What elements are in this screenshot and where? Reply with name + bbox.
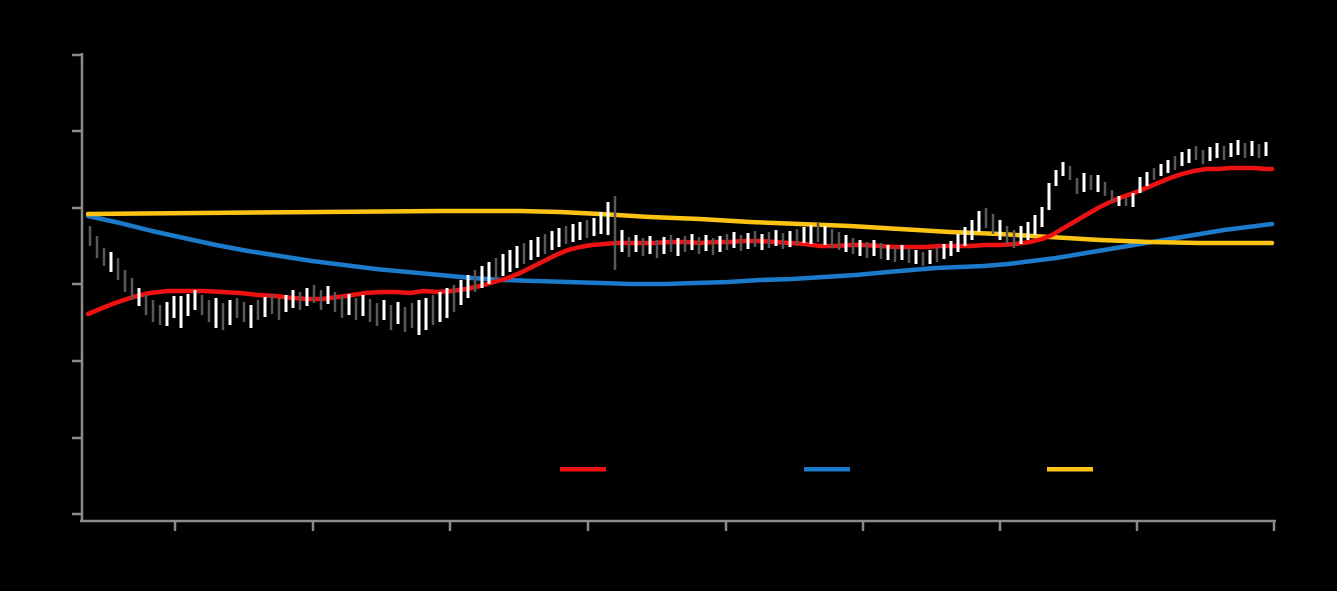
mid-ma-line <box>85 213 1275 287</box>
slow-ma-line <box>85 208 1275 246</box>
slow-ma-legend-swatch <box>1047 467 1093 472</box>
fast-ma-legend-swatch <box>560 467 606 472</box>
mid-ma-legend-swatch <box>804 467 850 472</box>
